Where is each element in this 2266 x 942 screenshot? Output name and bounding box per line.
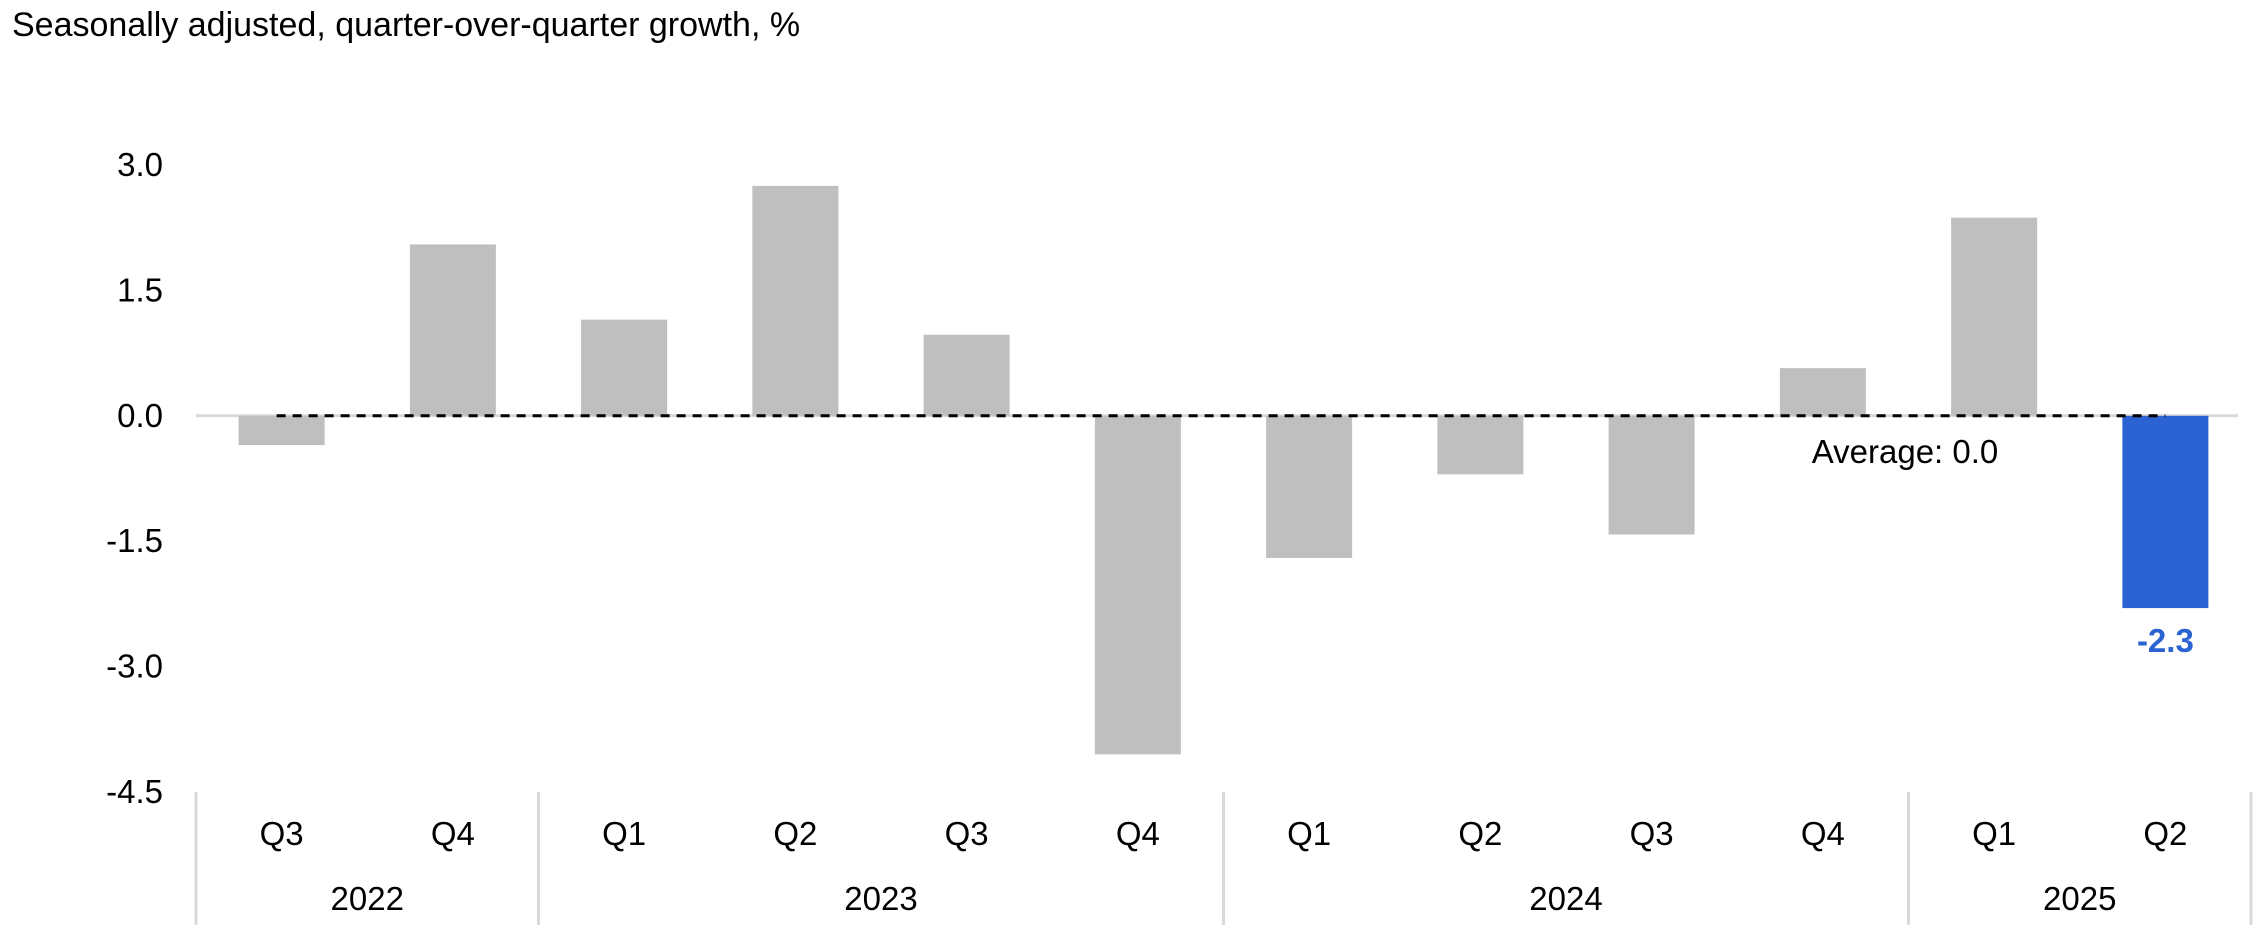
- y-tick-label: 3.0: [117, 146, 163, 183]
- bar-highlight: [2122, 415, 2209, 609]
- y-tick-label: -1.5: [106, 522, 163, 559]
- y-tick-label: -4.5: [106, 773, 163, 810]
- x-axis: Q3 Q4 Q1 Q2 Q3 Q4 Q1 Q2 Q3 Q4 Q1 Q2 2022 2023 2024 2025: [194, 792, 2253, 925]
- x-tick-label: Q4: [431, 815, 475, 852]
- x-tick-label: Q4: [1116, 815, 1160, 852]
- y-axis-ticks: 3.0 1.5 0.0 -1.5 -3.0 -4.5: [106, 146, 163, 810]
- bar: [1779, 368, 1866, 416]
- average-label: Average: 0.0: [1812, 433, 1999, 470]
- x-tick-label: Q1: [1972, 815, 2016, 852]
- x-tick-label: Q2: [2143, 815, 2187, 852]
- year-label: 2024: [1529, 880, 1602, 917]
- y-tick-label: 1.5: [117, 271, 163, 308]
- x-tick-label: Q3: [945, 815, 989, 852]
- x-tick-label: Q2: [773, 815, 817, 852]
- x-tick-label: Q3: [260, 815, 304, 852]
- x-tick-label: Q2: [1458, 815, 1502, 852]
- chart-title: Seasonally adjusted, quarter-over-quarte…: [12, 6, 801, 44]
- bar: [1608, 415, 1695, 535]
- bar: [752, 185, 839, 416]
- bar: [1951, 217, 2038, 416]
- x-tick-label: Q4: [1801, 815, 1845, 852]
- bar: [238, 415, 325, 446]
- year-label: 2025: [2043, 880, 2116, 917]
- bar: [1437, 415, 1524, 475]
- y-tick-label: 0.0: [117, 397, 163, 434]
- x-tick-label: Q1: [1287, 815, 1331, 852]
- data-label-highlight: -2.3: [2137, 622, 2194, 659]
- bar: [1266, 415, 1353, 558]
- bars: [238, 185, 2209, 755]
- year-label: 2023: [844, 880, 917, 917]
- y-tick-label: -3.0: [106, 648, 163, 685]
- bar: [409, 244, 496, 416]
- bar: [581, 319, 668, 416]
- bar: [1094, 415, 1181, 755]
- x-tick-label: Q1: [602, 815, 646, 852]
- x-tick-label: Q3: [1630, 815, 1674, 852]
- bar: [923, 334, 1010, 416]
- year-label: 2022: [331, 880, 404, 917]
